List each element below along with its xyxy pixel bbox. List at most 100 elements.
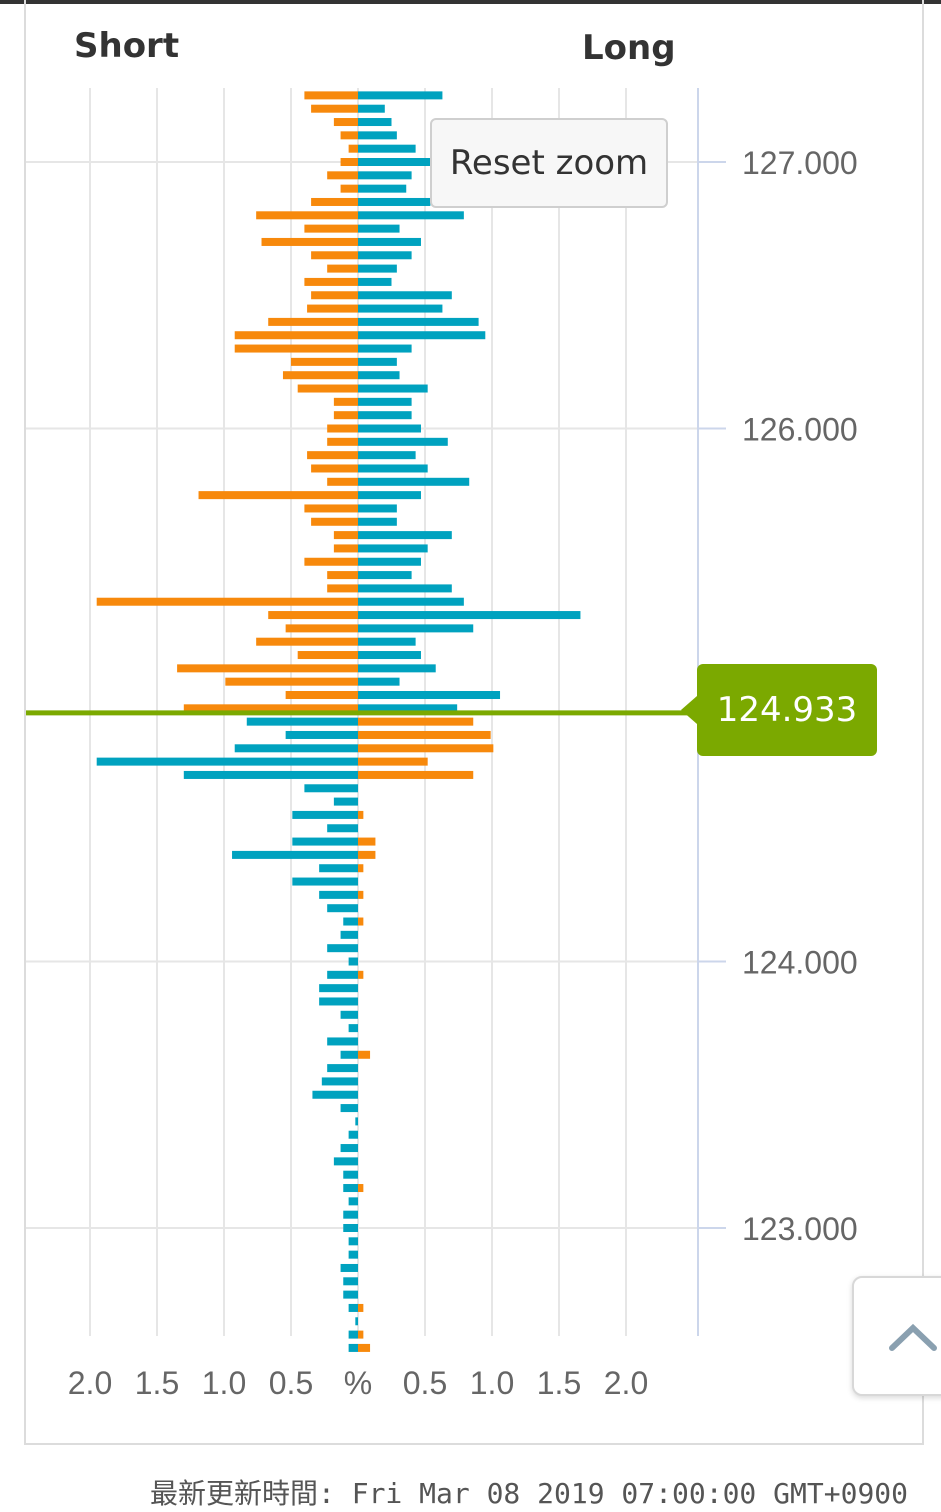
- bar-left: [246, 717, 358, 726]
- bar-left: [319, 997, 358, 1006]
- x-tick-label: 1.0: [470, 1365, 514, 1401]
- scroll-top-button[interactable]: [852, 1276, 941, 1396]
- bar-right: [358, 557, 421, 566]
- bar-left: [183, 704, 358, 713]
- bar-left: [292, 810, 358, 819]
- bar-right: [358, 144, 416, 153]
- x-tick-label: 1.5: [135, 1365, 179, 1401]
- bar-left: [311, 291, 358, 300]
- bar-right: [358, 837, 376, 846]
- last-updated-text: 最新更新時間: Fri Mar 08 2019 07:00:00 GMT+090…: [150, 1477, 909, 1510]
- bar-left: [304, 224, 358, 233]
- chevron-up-icon: [889, 1323, 937, 1351]
- bar-left: [307, 304, 358, 313]
- bar-left: [285, 691, 358, 699]
- x-tick-label: %: [344, 1365, 372, 1401]
- bar-right: [358, 611, 581, 620]
- bar-left: [291, 357, 358, 366]
- bar-left: [261, 237, 358, 246]
- bar-left: [348, 1330, 358, 1339]
- bar-right: [358, 317, 479, 326]
- bar-left: [177, 664, 358, 673]
- bar-left: [348, 1237, 358, 1246]
- bar-right: [358, 691, 501, 699]
- bar-right: [358, 637, 416, 646]
- bar-left: [96, 757, 358, 766]
- bar-right: [358, 397, 412, 406]
- bar-right: [358, 1330, 364, 1339]
- x-tick-label: 1.5: [537, 1365, 581, 1401]
- bar-right: [358, 237, 421, 246]
- bar-right: [358, 304, 443, 313]
- bar-right: [358, 437, 448, 446]
- current-price-label: 124.933: [697, 664, 877, 756]
- bar-left: [319, 984, 358, 993]
- bar-left: [327, 944, 358, 953]
- bar-left: [327, 264, 358, 273]
- bar-left: [355, 1117, 358, 1126]
- bar-left: [327, 171, 358, 180]
- bar-right: [358, 91, 443, 100]
- x-tick-label: 0.5: [403, 1365, 447, 1401]
- bar-left: [307, 451, 358, 460]
- bar-left: [343, 1224, 358, 1232]
- bar-left: [232, 850, 358, 859]
- bar-left: [311, 517, 358, 526]
- bar-left: [348, 1130, 358, 1139]
- bar-left: [282, 371, 358, 380]
- bar-right: [358, 584, 452, 593]
- bar-left: [304, 557, 358, 566]
- bar-right: [358, 197, 431, 206]
- bar-left: [340, 184, 358, 193]
- bar-right: [358, 464, 428, 473]
- bar-right: [358, 411, 412, 420]
- bar-left: [333, 397, 358, 406]
- bar-right: [358, 597, 464, 606]
- bar-left: [327, 477, 358, 486]
- bar-left: [225, 677, 358, 686]
- bar-left: [312, 1090, 358, 1099]
- bar-right: [358, 371, 400, 380]
- bar-left: [311, 251, 358, 260]
- bar-left: [327, 970, 358, 979]
- bar-left: [304, 784, 358, 793]
- bar-left: [96, 597, 358, 606]
- bar-left: [333, 531, 358, 540]
- bar-left: [297, 651, 358, 660]
- bar-left: [311, 197, 358, 206]
- bar-right: [358, 890, 364, 899]
- bar-left: [343, 1170, 358, 1179]
- bar-right: [358, 211, 464, 220]
- bar-left: [343, 1290, 358, 1299]
- bar-left: [234, 344, 358, 353]
- bar-left: [333, 118, 358, 127]
- bar-right: [358, 504, 397, 513]
- bar-left: [234, 331, 358, 340]
- bar-left: [304, 277, 358, 286]
- bar-right: [358, 291, 452, 300]
- bar-right: [358, 451, 416, 460]
- bar-right: [358, 651, 421, 660]
- bar-right: [358, 1343, 371, 1352]
- bar-left: [327, 824, 358, 833]
- bar-right: [358, 744, 494, 753]
- bar-right: [358, 850, 376, 859]
- bar-right: [358, 104, 385, 113]
- short-header: Short: [74, 26, 180, 66]
- price-tick-label: 123.000: [742, 1211, 858, 1247]
- bar-left: [340, 930, 358, 939]
- bar-left: [343, 1184, 358, 1193]
- bar-left: [319, 890, 358, 899]
- bar-left: [327, 424, 358, 433]
- bar-right: [358, 477, 470, 486]
- bar-right: [358, 1050, 371, 1059]
- price-tick-label: 126.000: [742, 412, 858, 448]
- bar-right: [358, 384, 428, 393]
- reset-zoom-button[interactable]: Reset zoom: [430, 118, 668, 208]
- bar-left: [348, 957, 358, 966]
- bar-right: [358, 544, 428, 553]
- bar-left: [268, 611, 358, 620]
- bar-left: [340, 1104, 358, 1113]
- bar-left: [333, 797, 358, 806]
- bar-right: [358, 277, 392, 286]
